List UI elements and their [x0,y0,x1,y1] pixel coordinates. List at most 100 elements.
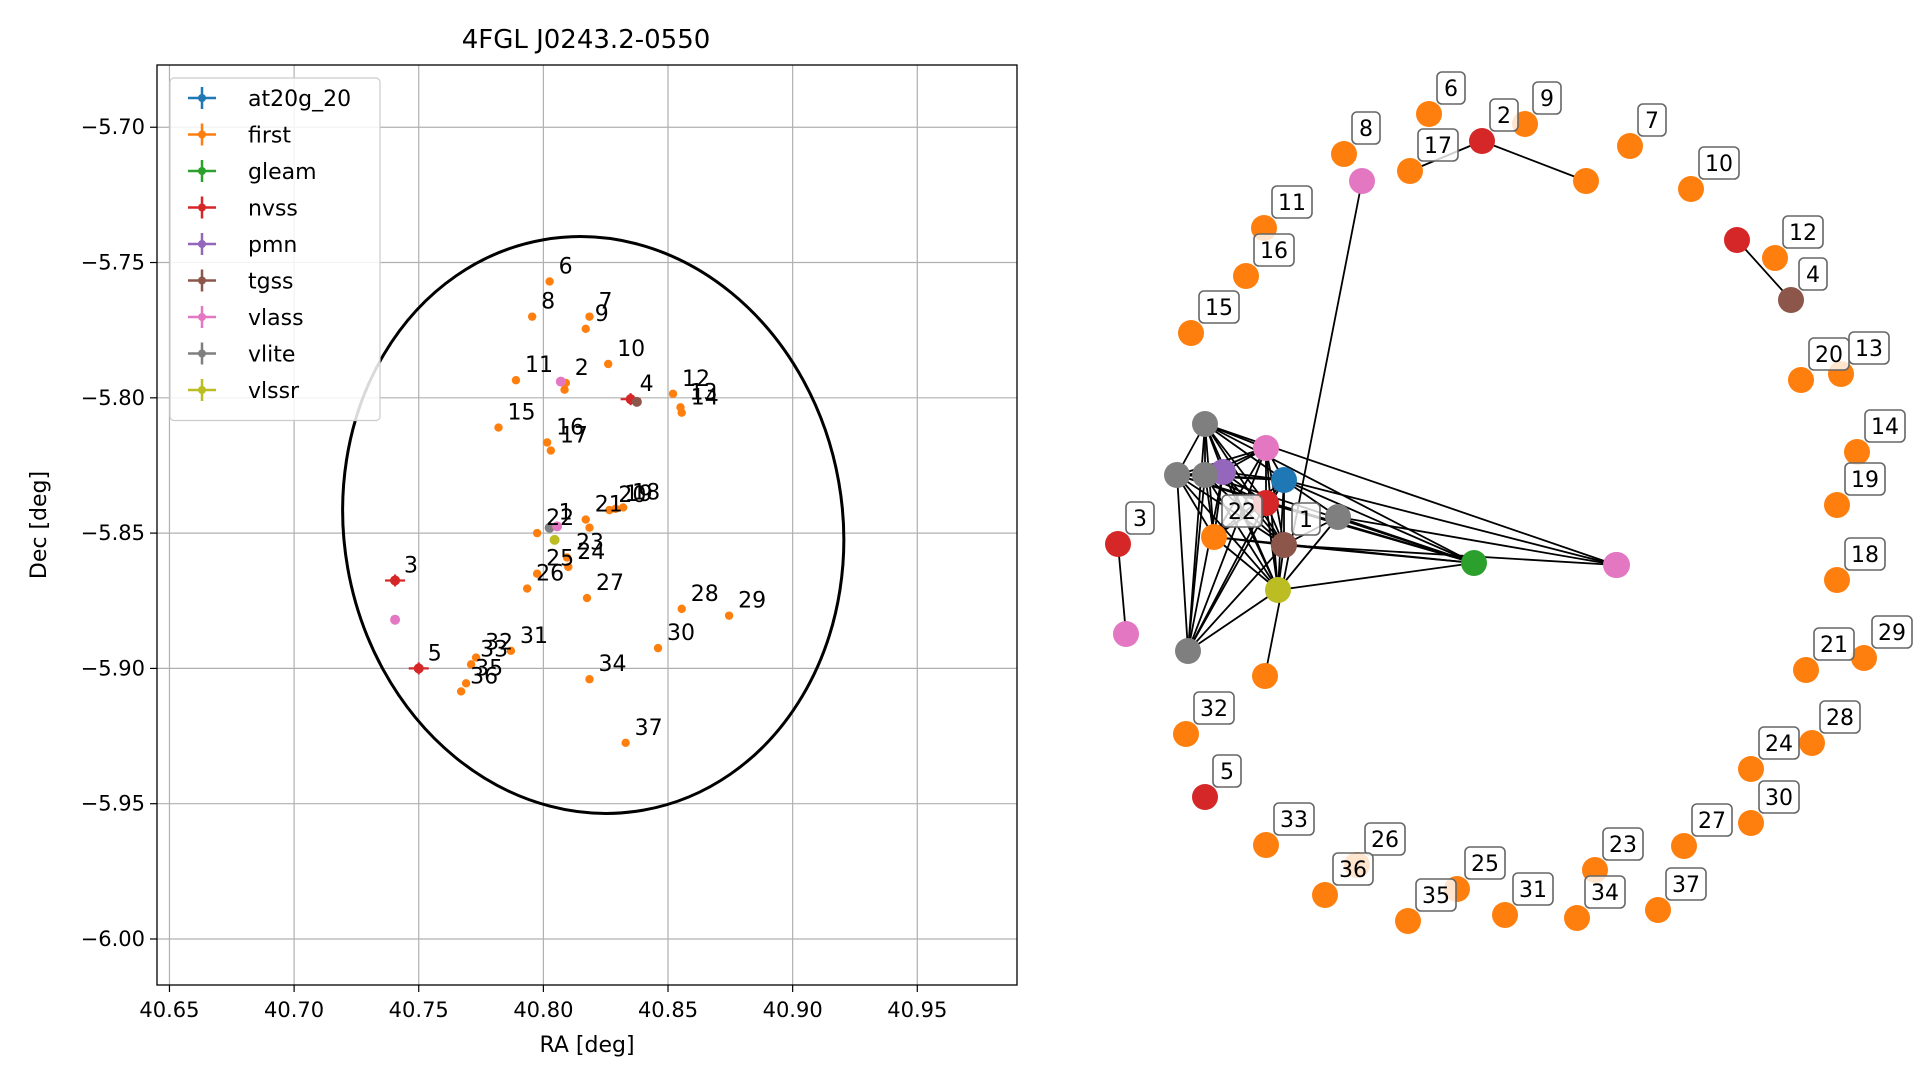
network-edge [1204,423,1267,504]
legend-marker-dot [198,386,206,394]
point-first [677,408,686,417]
legend-marker-dot [198,130,206,139]
node-label-box [1193,691,1235,725]
point-label: 24 [577,540,605,565]
point-label: 21 [595,493,623,518]
network-node-first [1564,905,1590,931]
node-label-box [1271,185,1313,219]
network-node-first [1416,101,1442,127]
network-node-first [1253,832,1279,858]
y-tick-label: −5.85 [81,521,145,545]
network-node-vlite [1325,504,1351,530]
y-tick-label: −5.75 [81,251,145,275]
network-edge [1176,474,1279,591]
point-nvss [390,575,401,586]
x-axis-label: RA [deg] [539,1033,634,1058]
node-label-box [1584,875,1626,909]
node-label-box [1864,409,1906,443]
point-first [582,593,592,603]
legend-label: vlite [248,343,295,368]
node-label: 33 [1280,808,1308,833]
chart-title: 4FGL J0243.2-0550 [462,25,711,55]
x-tick-label: 40.70 [264,998,324,1022]
node-label-box [1813,627,1855,661]
point-vlass [555,376,566,387]
network-edge [1277,562,1475,591]
point-label: 7 [598,290,612,315]
network-edge [1265,447,1279,591]
network-node-first [1824,492,1850,518]
network-node-vlass [1604,552,1630,578]
network-edge [1176,474,1189,652]
node-label-box [1291,502,1321,536]
point-label: 18 [632,480,660,505]
point-first [456,687,466,696]
node-label-box [1798,257,1828,291]
node-label-box [1273,802,1315,836]
network-edge [1213,536,1475,564]
point-first [585,312,594,321]
node-label: 18 [1851,543,1879,568]
network-node-first [1233,263,1259,289]
point-label: 9 [595,302,609,327]
node-label-box [1332,852,1374,886]
point-first [461,679,471,688]
node-label: 6 [1444,77,1458,102]
network-node-vlite [1192,411,1218,437]
node-label-box [1665,867,1707,901]
point-first [585,523,594,532]
network-node-nvss [1724,227,1750,253]
node-label: 13 [1855,337,1883,362]
network-edge [1187,589,1279,652]
point-label: 5 [428,641,442,666]
point-first [511,376,521,385]
point-first [724,611,734,620]
point-label: 28 [691,582,719,607]
point-vlass [390,614,401,625]
point-label: 26 [536,562,564,587]
uncertainty-ellipse [341,235,846,815]
node-label: 32 [1200,697,1228,722]
point-label: 1 [559,501,573,526]
point-tgss [631,396,642,407]
node-label: 15 [1205,296,1233,321]
node-label: 20 [1815,343,1843,368]
network-node-first [1573,168,1599,194]
point-label: 29 [738,589,766,614]
network-node-first [1678,176,1704,202]
y-tick-label: −5.95 [81,792,145,816]
y-tick-label: −5.70 [81,115,145,139]
point-label: 23 [576,530,604,555]
network-node-vlssr [1265,577,1291,603]
network-node-first [1492,902,1518,928]
network-node-first [1201,524,1227,550]
network-edge [1204,474,1279,591]
network-node-first [1738,810,1764,836]
legend-box [169,77,381,422]
point-label: 13 [689,380,717,405]
point-vlite [544,522,555,533]
y-tick-label: −5.80 [81,386,145,410]
point-label: 17 [560,424,588,449]
point-label: 33 [480,637,508,662]
legend-label: vlssr [248,379,300,404]
point-label: 6 [559,254,573,279]
point-label: 11 [525,353,553,378]
x-tick-label: 40.80 [513,998,573,1022]
node-label-box [1221,494,1263,528]
point-vlssr [549,534,560,545]
point-first [471,653,481,662]
node-label: 11 [1278,191,1306,216]
node-label: 19 [1851,468,1879,493]
legend-marker-dot [198,349,206,358]
network-node-first [1788,367,1814,393]
point-first [527,312,537,321]
node-label-box [1758,726,1800,760]
network-node-vlite [1192,462,1218,488]
node-label: 17 [1424,134,1452,159]
node-label: 4 [1806,263,1820,288]
network-node-vlass [1349,168,1375,194]
point-vlass [552,521,563,532]
